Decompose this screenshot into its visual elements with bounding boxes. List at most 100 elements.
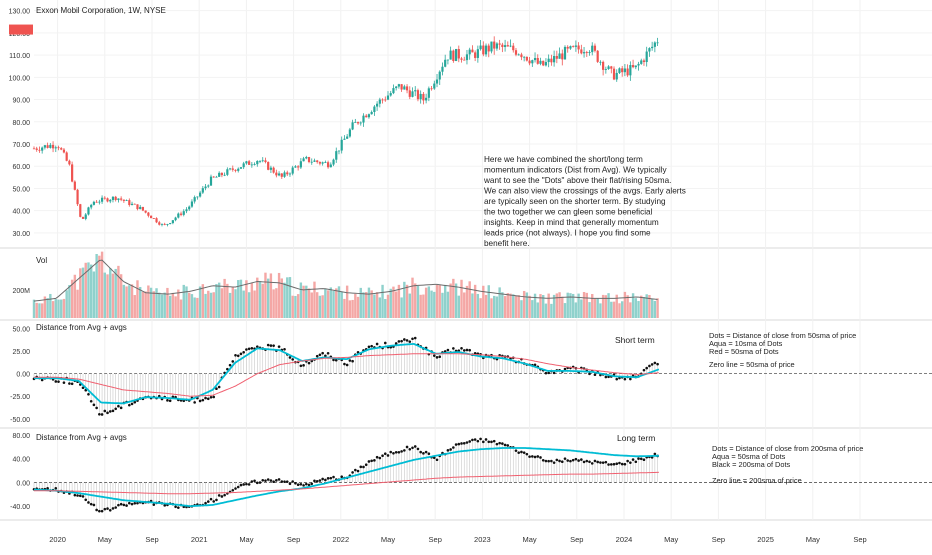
long-zero-note: Zero line = 200sma of price — [712, 476, 802, 485]
volume-bar-60 — [196, 297, 199, 318]
volume-bar-105 — [318, 295, 322, 318]
short-dot-114 — [343, 362, 346, 366]
candle-body-109 — [329, 164, 332, 168]
time-tick-label-3: 2021 — [191, 535, 208, 544]
candle-body-59 — [193, 197, 196, 202]
long-dot-37 — [133, 502, 137, 505]
candle-body-172 — [501, 44, 504, 47]
candle-body-2 — [38, 149, 41, 151]
volume-bar-89 — [275, 288, 278, 318]
candle-body-77 — [242, 163, 245, 168]
long-dot-171 — [498, 441, 501, 445]
candle-body-56 — [185, 209, 188, 212]
volume-bar-116 — [348, 300, 352, 318]
candle-body-69 — [220, 172, 223, 176]
long-dot-121 — [362, 465, 365, 469]
volume-axis-label-0: 200M — [12, 288, 30, 295]
short-dot-82 — [255, 345, 259, 348]
long-dot-53 — [177, 506, 180, 509]
candle-body-221 — [634, 65, 637, 68]
volume-bar-201 — [580, 299, 583, 318]
short-legend-0: Dots = Distance of close from 50sma of p… — [709, 331, 856, 340]
long-dot-138 — [408, 447, 412, 451]
short-dot-226 — [648, 364, 651, 368]
candle-body-11 — [62, 149, 66, 153]
long-dot-19 — [84, 498, 88, 502]
volume-bar-186 — [539, 294, 542, 318]
volume-bar-57 — [188, 292, 191, 318]
candle-body-42 — [147, 212, 150, 216]
short-dot-152 — [446, 348, 450, 352]
short-zero-note: Zero line = 50sma of price — [709, 360, 795, 369]
short-axis-label-0: 50.00 — [12, 327, 30, 334]
long-dot-168 — [490, 440, 493, 444]
volume-bar-133 — [394, 291, 398, 318]
candle-body-158 — [463, 59, 466, 61]
volume-bar-162 — [473, 284, 477, 318]
candle-body-101 — [307, 157, 311, 163]
candle-body-72 — [228, 168, 232, 170]
long-dot-125 — [373, 459, 376, 462]
short-aqua-line — [34, 342, 660, 405]
candle-body-222 — [637, 63, 640, 66]
candle-body-226 — [648, 48, 651, 52]
long-dot-67 — [215, 498, 218, 502]
candle-body-163 — [476, 49, 479, 58]
long-dot-157 — [460, 442, 463, 445]
long-dot-70 — [223, 493, 226, 497]
volume-bar-29 — [111, 273, 115, 318]
short-dot-104 — [315, 354, 319, 358]
volume-bar-32 — [119, 274, 123, 318]
candle-body-131 — [389, 93, 392, 96]
long-dot-135 — [400, 450, 403, 453]
candle-body-161 — [471, 49, 474, 53]
volume-bar-53 — [177, 289, 180, 318]
short-dot-27 — [106, 411, 109, 415]
candle-body-112 — [337, 150, 341, 152]
candle-body-102 — [310, 161, 313, 163]
volume-bar-134 — [397, 284, 401, 318]
candle-body-43 — [149, 215, 153, 219]
long-dot-212 — [609, 463, 613, 466]
short-dot-25 — [100, 413, 104, 416]
candle-body-98 — [299, 161, 302, 168]
long-dot-97 — [296, 483, 300, 487]
short-dot-116 — [348, 359, 352, 362]
time-tick-label-6: 2022 — [332, 535, 349, 544]
candle-body-190 — [550, 58, 553, 63]
long-dot-84 — [261, 478, 265, 482]
long-dot-27 — [106, 507, 109, 510]
short-dot-36 — [130, 402, 134, 406]
candle-body-94 — [288, 173, 292, 175]
short-dot-74 — [234, 353, 237, 357]
candle-body-84 — [261, 160, 264, 162]
long-dot-92 — [283, 480, 286, 483]
volume-bar-5 — [46, 298, 49, 318]
candle-body-225 — [645, 51, 648, 63]
long-dot-76 — [239, 483, 243, 487]
short-dot-73 — [231, 360, 235, 363]
candle-body-195 — [563, 46, 567, 60]
volume-bar-150 — [441, 292, 444, 318]
candle-body-182 — [528, 60, 531, 64]
candle-body-87 — [269, 167, 273, 170]
annotation-line-8: benefit here. — [484, 239, 530, 248]
short-dot-66 — [212, 395, 216, 399]
candle-body-20 — [87, 207, 90, 215]
long-legend-1: Aqua = 50sma of Dots — [712, 452, 786, 461]
volume-bar-163 — [476, 293, 480, 318]
short-dot-30 — [114, 407, 117, 411]
time-tick-label-8: Sep — [429, 535, 442, 544]
volume-bar-119 — [356, 296, 360, 318]
long-avg-line — [34, 471, 659, 495]
long-dot-26 — [103, 507, 107, 511]
short-dot-99 — [302, 364, 305, 367]
long-dot-98 — [299, 483, 303, 486]
candle-body-134 — [397, 84, 400, 87]
candle-body-151 — [444, 59, 447, 67]
candle-body-115 — [346, 136, 349, 139]
long-dot-69 — [220, 495, 224, 498]
candle-body-203 — [585, 52, 588, 54]
short-legend-1: Aqua = 10sma of Dots — [709, 339, 783, 348]
volume-bar-49 — [166, 287, 169, 318]
